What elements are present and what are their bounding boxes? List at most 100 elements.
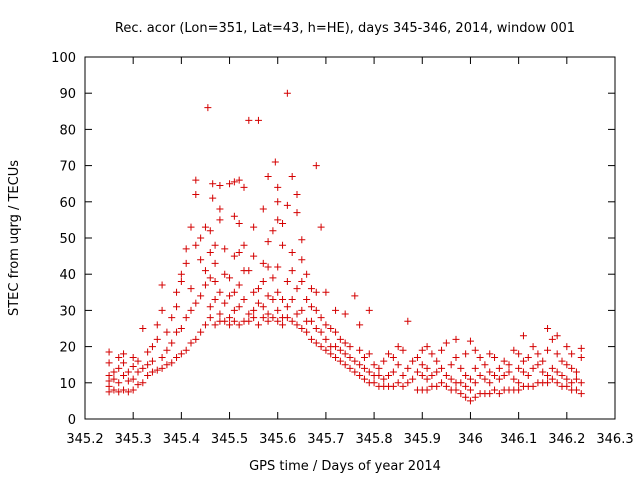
data-point [572, 368, 580, 376]
y-tick-label: 30 [59, 304, 76, 319]
data-point [418, 346, 426, 354]
data-point [163, 346, 171, 354]
data-point [226, 314, 234, 322]
data-point [206, 314, 214, 322]
data-point [370, 361, 378, 369]
data-point [563, 375, 571, 383]
data-point [245, 267, 253, 275]
data-point [230, 288, 238, 296]
data-point [254, 285, 262, 293]
data-point [129, 353, 137, 361]
data-point [544, 346, 552, 354]
x-axis-title: GPS time / Days of year 2014 [249, 459, 441, 474]
data-point [553, 350, 561, 358]
data-point [221, 245, 229, 253]
data-point [466, 337, 474, 345]
data-point [442, 372, 450, 380]
data-point [413, 353, 421, 361]
data-point [452, 353, 460, 361]
data-point [341, 339, 349, 347]
data-point [447, 361, 455, 369]
data-point [375, 372, 383, 380]
data-point [204, 104, 212, 112]
data-point [115, 388, 123, 396]
data-point [298, 256, 306, 264]
data-point [510, 375, 518, 383]
data-point [322, 335, 330, 343]
data-series [105, 89, 585, 405]
data-point [124, 368, 132, 376]
data-point [332, 306, 340, 314]
data-point [211, 259, 219, 267]
data-point [197, 292, 205, 300]
data-point [548, 364, 556, 372]
data-point [457, 390, 465, 398]
data-point [259, 314, 267, 322]
data-point [558, 357, 566, 365]
data-point [423, 386, 431, 394]
data-point [288, 296, 296, 304]
data-point [173, 288, 181, 296]
data-point [534, 361, 542, 369]
data-point [438, 364, 446, 372]
data-point [380, 375, 388, 383]
data-point [389, 382, 397, 390]
data-point [356, 321, 364, 329]
data-point [274, 263, 282, 271]
chart-title: Rec. acor (Lon=351, Lat=43, h=HE), days … [115, 21, 575, 36]
data-point [298, 236, 306, 244]
data-point [259, 205, 267, 213]
data-point [312, 162, 320, 170]
data-point [259, 277, 267, 285]
data-point [399, 372, 407, 380]
data-point [341, 350, 349, 358]
data-point [356, 361, 364, 369]
data-point [134, 381, 142, 389]
data-point [544, 379, 552, 387]
data-point [274, 288, 282, 296]
x-tick-label: 345.8 [355, 432, 392, 447]
data-point [230, 317, 238, 325]
data-point [481, 361, 489, 369]
data-point [452, 335, 460, 343]
data-point [269, 274, 277, 282]
data-point [428, 350, 436, 358]
data-point [120, 372, 128, 380]
data-point [481, 375, 489, 383]
data-point [201, 223, 209, 231]
data-point [356, 372, 364, 380]
data-point [433, 368, 441, 376]
data-point [216, 288, 224, 296]
data-point [187, 339, 195, 347]
data-point [192, 335, 200, 343]
x-tick-label: 345.7 [307, 432, 344, 447]
data-point [105, 359, 113, 367]
data-point [466, 375, 474, 383]
data-point [466, 386, 474, 394]
data-point [226, 292, 234, 300]
data-point [500, 372, 508, 380]
data-point [486, 350, 494, 358]
data-point [515, 364, 523, 372]
data-point [129, 375, 137, 383]
data-point [182, 259, 190, 267]
data-point [572, 375, 580, 383]
data-point [332, 353, 340, 361]
data-point [173, 303, 181, 311]
data-point [336, 346, 344, 354]
y-tick-label: 40 [59, 268, 76, 283]
data-point [534, 350, 542, 358]
data-point [158, 353, 166, 361]
data-point [187, 223, 195, 231]
data-point [206, 274, 214, 282]
data-point [110, 368, 118, 376]
data-point [158, 306, 166, 314]
data-point [423, 364, 431, 372]
data-point [134, 357, 142, 365]
data-point [577, 344, 585, 352]
data-point [510, 346, 518, 354]
data-point [418, 361, 426, 369]
data-point [120, 359, 128, 367]
data-point [235, 303, 243, 311]
data-point [548, 375, 556, 383]
